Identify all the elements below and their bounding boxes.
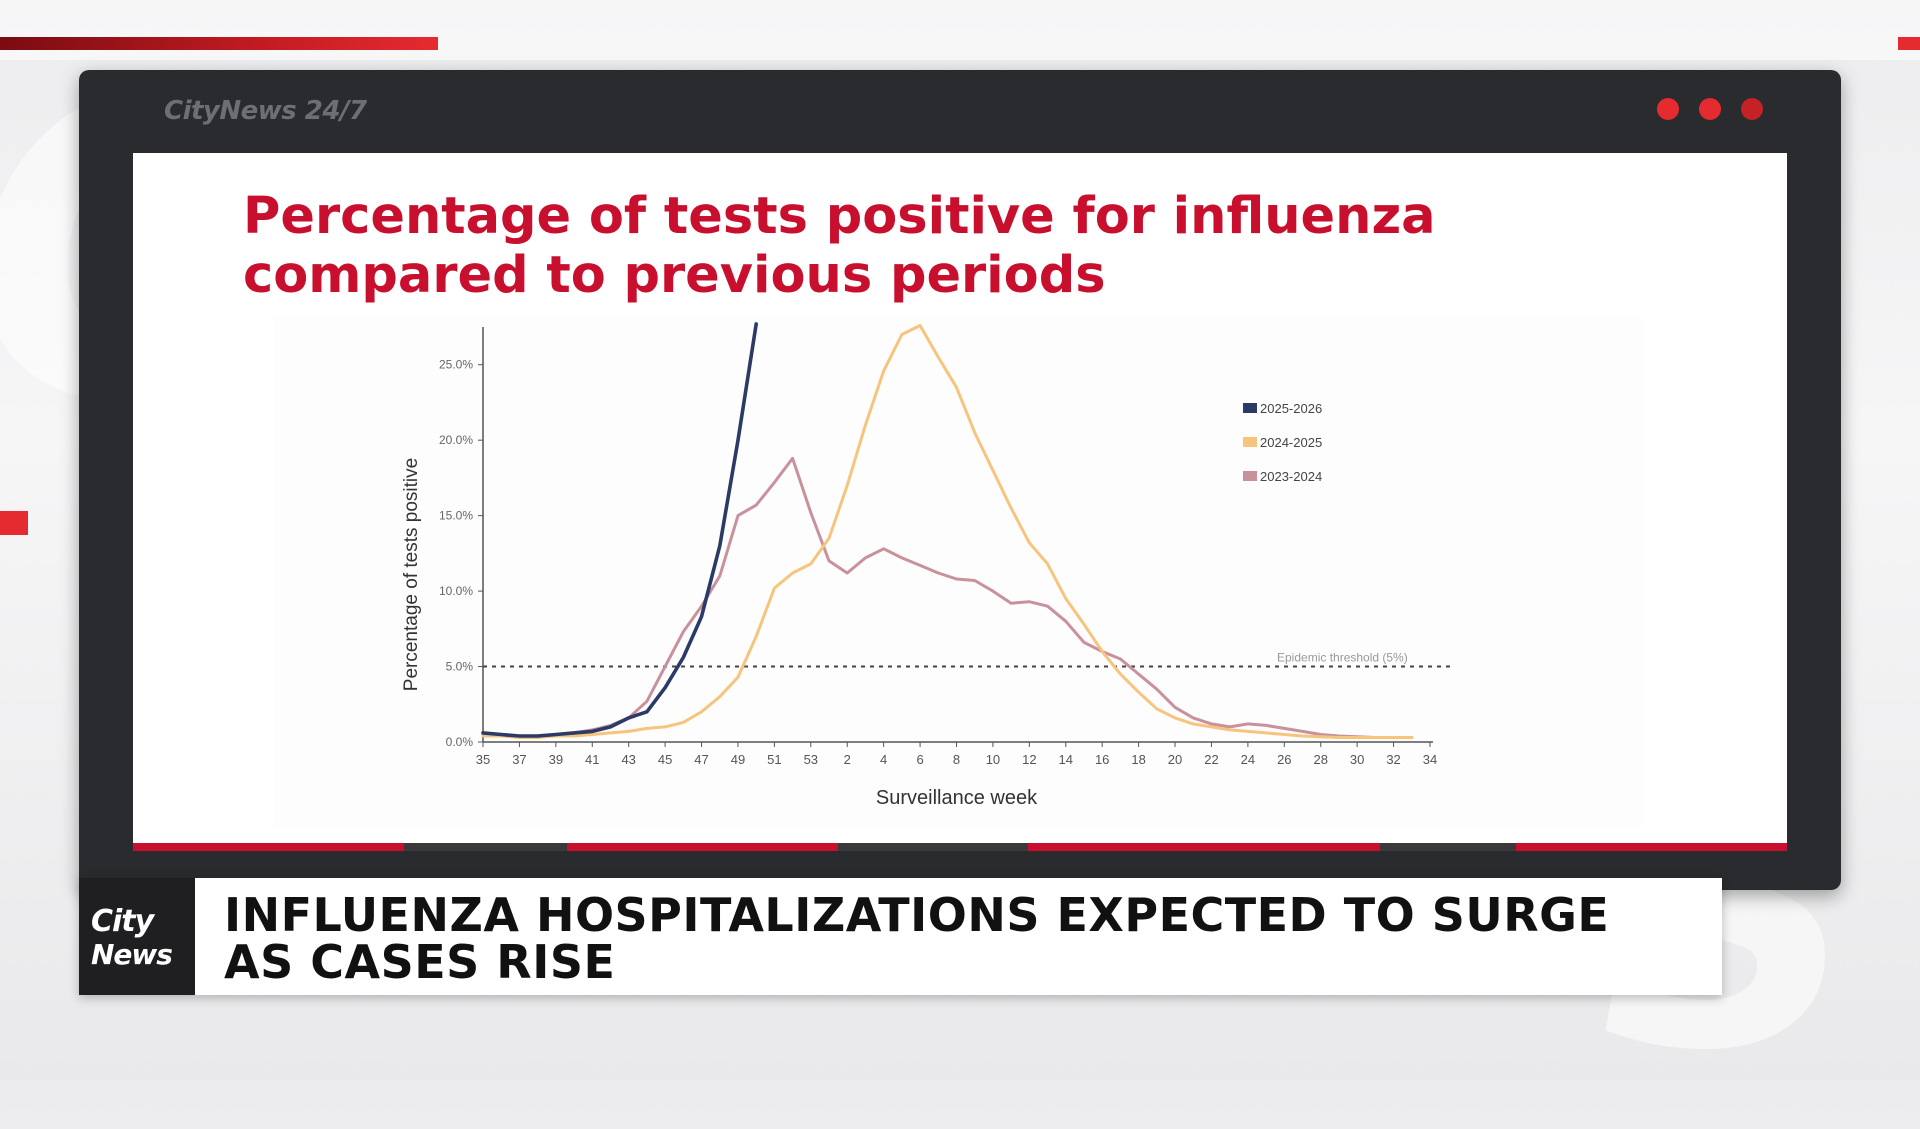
- series-line-2023-2024: [481, 456, 1414, 739]
- x-tick-label: 34: [1423, 752, 1437, 767]
- x-tick-label: 43: [621, 752, 635, 767]
- window-dot-icon: [1741, 98, 1763, 120]
- chart-container: 0.0% 5.0% 10.0% 15.0% 20.0% 25.0% 35 37 39 41 43 45…: [275, 317, 1643, 827]
- window-brand-logo: CityNews 24/7: [164, 96, 367, 126]
- x-tick-label: 18: [1131, 752, 1145, 767]
- x-tick-label: 24: [1241, 752, 1255, 767]
- x-tick-label: 14: [1059, 752, 1073, 767]
- y-tick-label: 0.0%: [446, 735, 474, 749]
- epidemic-threshold-label: Epidemic threshold (5%): [1277, 651, 1408, 665]
- x-tick-label: 49: [731, 752, 745, 767]
- x-tick-label: 20: [1168, 752, 1182, 767]
- citynews-logo: City News: [79, 878, 195, 995]
- series-line-2025-2026: [481, 322, 759, 738]
- left-accent-block: [0, 511, 28, 535]
- x-tick-label: 30: [1350, 752, 1364, 767]
- y-tick-label: 5.0%: [446, 660, 474, 674]
- x-tick-label: 35: [476, 752, 490, 767]
- legend-label-2025-2026: 2025-2026: [1260, 401, 1322, 416]
- slide-title: Percentage of tests positive for influen…: [243, 187, 1436, 305]
- x-tick-label: 22: [1204, 752, 1218, 767]
- x-tick-label: 12: [1022, 752, 1036, 767]
- x-tick-label: 51: [767, 752, 781, 767]
- x-axis-label: Surveillance week: [876, 787, 1038, 809]
- x-tick-label: 45: [658, 752, 672, 767]
- x-tick-label: 2: [844, 752, 851, 767]
- window-dot-icon: [1699, 98, 1721, 120]
- y-tick-label: 15.0%: [439, 509, 473, 523]
- x-tick-label: 8: [953, 752, 960, 767]
- top-accent-bar: [0, 37, 438, 50]
- x-tick-label: 32: [1386, 752, 1400, 767]
- influenza-line-chart: 0.0%5.0%10.0%15.0%20.0%25.0%35 37 39 41 43 45…: [401, 322, 1450, 809]
- x-tick-label: 4: [880, 752, 887, 767]
- x-tick-label: 41: [585, 752, 599, 767]
- legend-label-2024-2025: 2024-2025: [1260, 435, 1322, 450]
- y-tick-label: 25.0%: [439, 358, 473, 372]
- x-tick-label: 53: [804, 752, 818, 767]
- background-panel: [0, 0, 1920, 60]
- news-headline: INFLUENZA HOSPITALIZATIONS EXPECTED TO S…: [224, 888, 1610, 989]
- x-tick-label: 37: [512, 752, 526, 767]
- legend-swatch-2025-2026: [1243, 403, 1257, 413]
- logo-text-line1: City: [91, 904, 154, 939]
- window-controls: [1657, 98, 1763, 120]
- slide-bottom-stripe: [133, 843, 1787, 851]
- y-axis-label: Percentage of tests positive: [401, 458, 422, 691]
- x-tick-label: 10: [986, 752, 1000, 767]
- x-tick-label: 6: [916, 752, 923, 767]
- x-tick-label: 28: [1313, 752, 1327, 767]
- series-line-2024-2025: [481, 324, 1414, 739]
- y-tick-label: 10.0%: [439, 584, 473, 598]
- lower-third-banner: City News INFLUENZA HOSPITALIZATIONS EXP…: [79, 878, 1722, 995]
- x-tick-label: 26: [1277, 752, 1291, 767]
- legend-label-2023-2024: 2023-2024: [1260, 469, 1322, 484]
- x-tick-label: 16: [1095, 752, 1109, 767]
- legend-swatch-2023-2024: [1243, 471, 1257, 481]
- x-tick-label: 39: [549, 752, 563, 767]
- x-tick-label: 47: [694, 752, 708, 767]
- legend-swatch-2024-2025: [1243, 437, 1257, 447]
- top-right-accent-bar: [1898, 37, 1920, 50]
- y-tick-label: 20.0%: [439, 433, 473, 447]
- logo-text-line2: News: [91, 938, 173, 971]
- slide-panel: Percentage of tests positive for influen…: [133, 153, 1787, 843]
- window-dot-icon: [1657, 98, 1679, 120]
